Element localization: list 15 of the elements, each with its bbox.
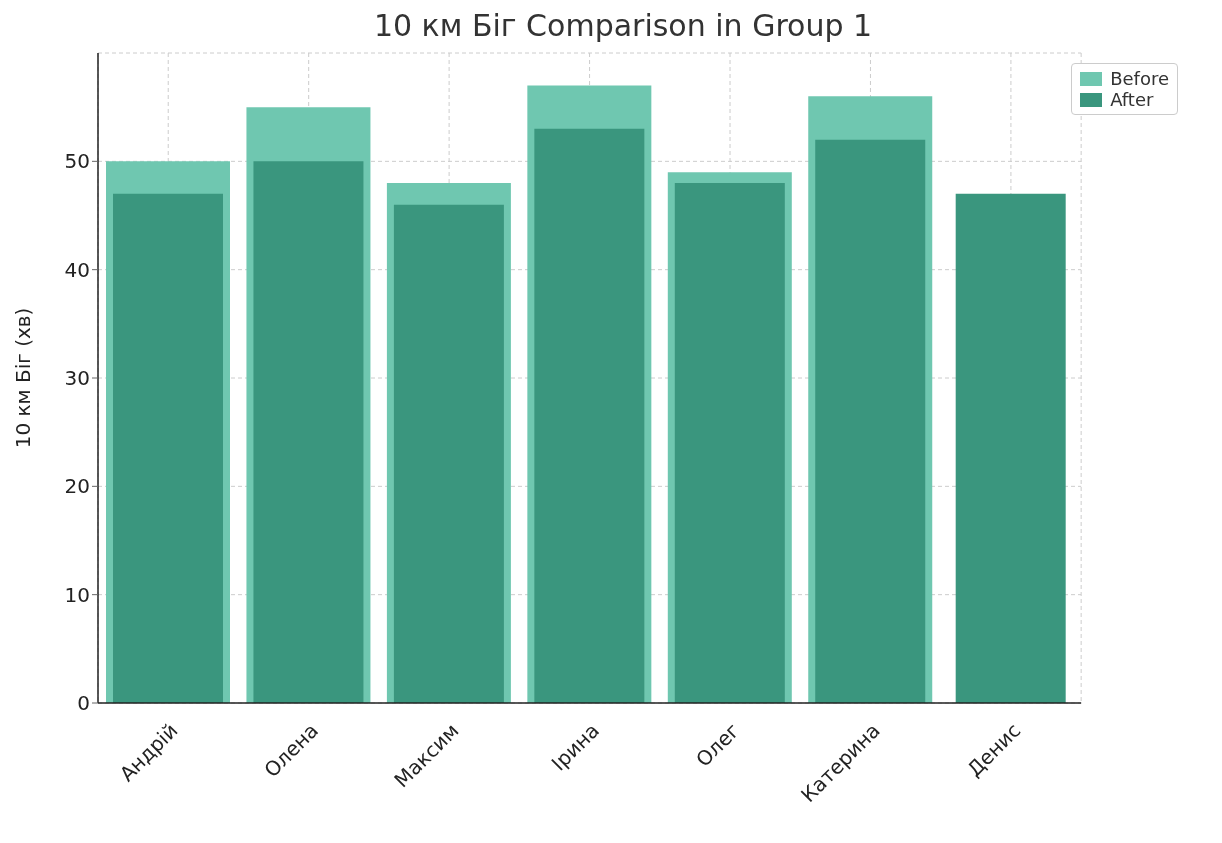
bar <box>534 128 645 703</box>
y-tick-label: 0 <box>77 691 90 716</box>
y-tick-label: 10 <box>64 582 90 607</box>
y-tick-label: 30 <box>64 366 90 391</box>
y-axis-title: 10 км Біг (хв) <box>11 307 36 449</box>
bar <box>815 139 926 703</box>
bar <box>253 161 364 703</box>
bar <box>113 193 223 703</box>
bar <box>955 193 1066 703</box>
y-tick-label: 20 <box>64 474 90 499</box>
y-tick-label: 40 <box>64 257 90 282</box>
legend-label: After <box>1110 89 1154 110</box>
y-tick-label: 50 <box>64 149 90 174</box>
chart-title: 10 км Біг Comparison in Group 1 <box>372 8 874 43</box>
legend-label: Before <box>1110 68 1169 89</box>
